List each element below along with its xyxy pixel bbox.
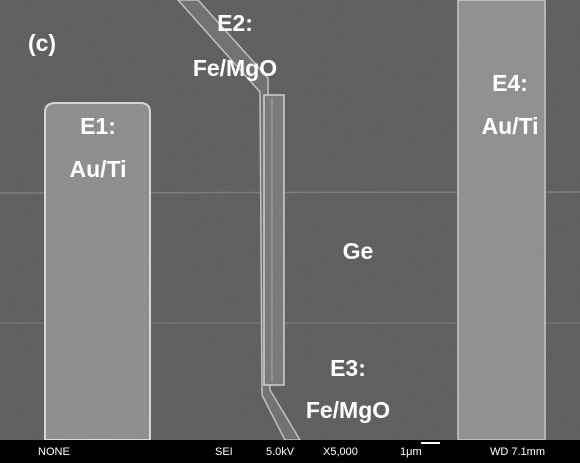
electrode-name: E4: (492, 70, 528, 96)
info-text: 5.0kV (266, 446, 295, 458)
info-text: WD 7.1mm (490, 446, 545, 458)
electrode-material: Au/Ti (69, 156, 126, 182)
electrode-name: E1: (80, 113, 116, 139)
electrode-name: E3: (330, 355, 366, 381)
info-text: SEI (215, 446, 233, 458)
info-text: X5,000 (323, 446, 358, 458)
electrode-material: Fe/MgO (193, 55, 277, 81)
electrode-material: Au/Ti (481, 113, 538, 139)
substrate-label: Ge (343, 238, 374, 264)
panel-label: (c) (28, 30, 56, 56)
electrode-name: E2: (217, 10, 253, 36)
noise-overlay (0, 0, 580, 440)
sem-image: (c) E2: Fe/MgO E1: Au/Ti E4: Au/Ti Ge E3… (0, 0, 580, 463)
electrode-material: Fe/MgO (306, 397, 390, 423)
info-text: NONE (38, 446, 70, 458)
info-text: 1μm (400, 446, 422, 458)
